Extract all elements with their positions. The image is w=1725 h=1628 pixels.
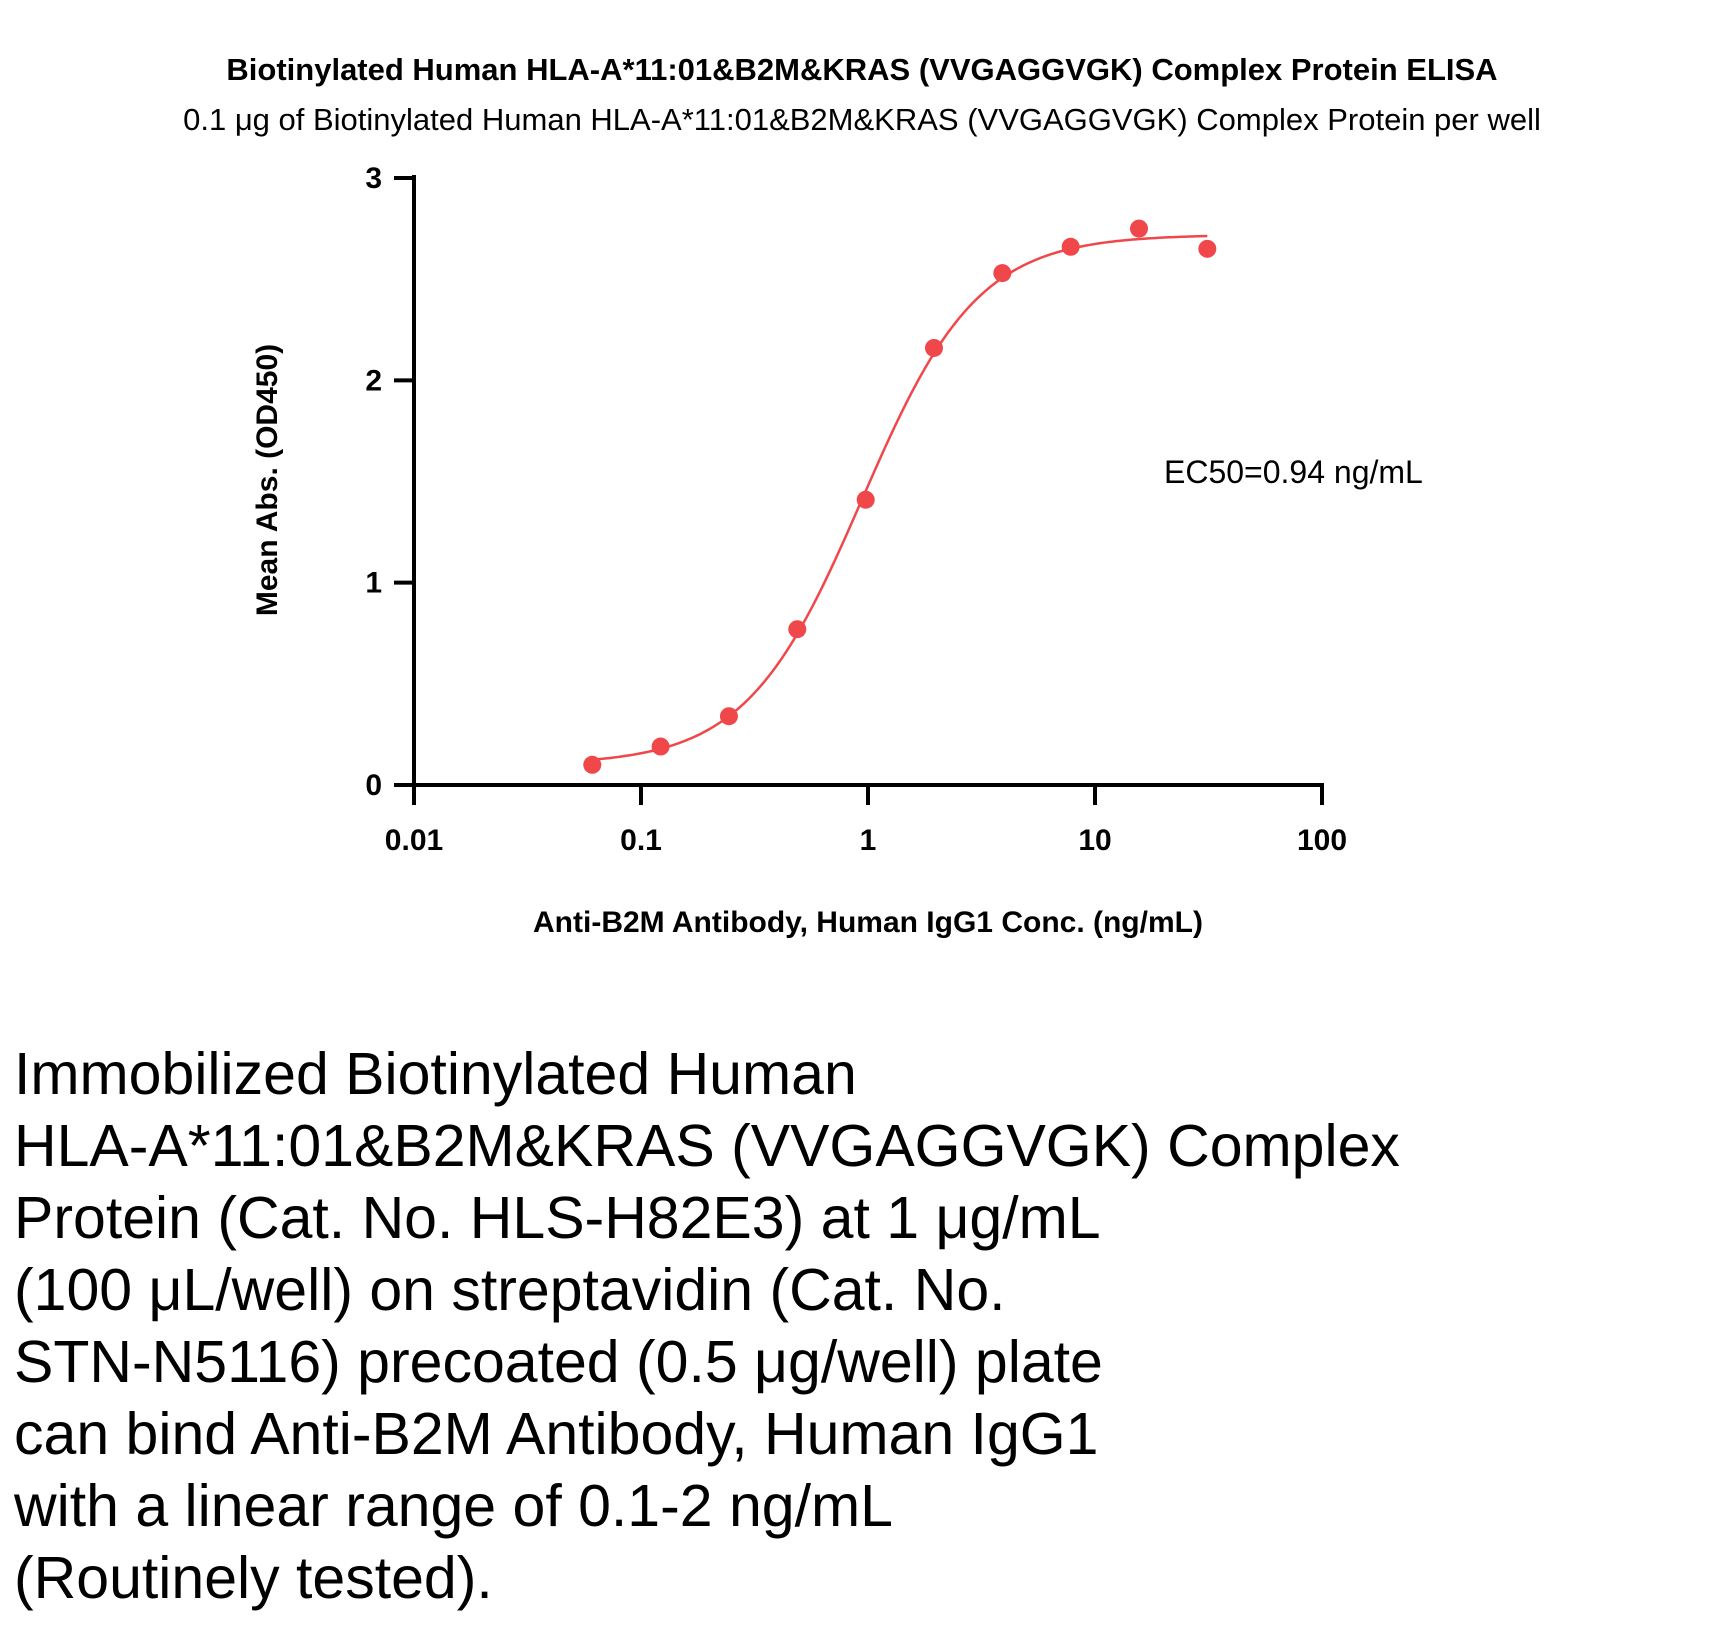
fit-curve — [592, 234, 1208, 761]
caption-line: with a linear range of 0.1-2 ng/mL — [14, 1473, 893, 1539]
chart-title: Biotinylated Human HLA-A*11:01&B2M&KRAS … — [226, 52, 1497, 87]
y-axis-title: Mean Abs. (OD450) — [251, 344, 284, 616]
data-points — [583, 219, 1217, 774]
y-tick-label: 3 — [365, 162, 382, 195]
x-axis-title: Anti-B2M Antibody, Human IgG1 Conc. (ng/… — [533, 906, 1203, 939]
caption-line: HLA-A*11:01&B2M&KRAS (VVGAGGVGK) Complex — [14, 1113, 1400, 1179]
y-tick-label: 1 — [365, 567, 382, 600]
data-point — [924, 338, 943, 357]
caption-line: (100 μL/well) on streptavidin (Cat. No. — [14, 1257, 1006, 1323]
caption-line: can bind Anti-B2M Antibody, Human IgG1 — [14, 1401, 1099, 1467]
elisa-chart: Biotinylated Human HLA-A*11:01&B2M&KRAS … — [183, 52, 1541, 939]
chart-subtitle: 0.1 μg of Biotinylated Human HLA-A*11:01… — [183, 102, 1541, 137]
data-point — [583, 755, 602, 774]
data-point — [1129, 219, 1148, 238]
x-tick-label: 1 — [860, 824, 877, 857]
data-point — [788, 620, 807, 639]
data-point — [651, 737, 670, 756]
ec50-annotation: EC50=0.94 ng/mL — [1164, 454, 1423, 490]
caption-line: Immobilized Biotinylated Human — [14, 1041, 857, 1107]
x-tick-label: 0.01 — [385, 824, 443, 857]
data-point — [1198, 239, 1217, 258]
x-tick-label: 100 — [1297, 824, 1347, 857]
data-point — [856, 490, 875, 509]
x-tick-label: 10 — [1078, 824, 1111, 857]
axis-ticks: 0.01 0.1 1 10 100 0 1 2 3 — [365, 162, 1347, 857]
caption-line: (Routinely tested). — [14, 1545, 493, 1611]
y-tick-label: 0 — [365, 769, 382, 802]
caption-line: STN-N5116) precoated (0.5 μg/well) plate — [14, 1329, 1103, 1395]
x-tick-label: 0.1 — [620, 824, 662, 857]
data-point — [993, 264, 1012, 283]
caption-text: Immobilized Biotinylated Human HLA-A*11:0… — [14, 1038, 1400, 1614]
y-tick-label: 2 — [365, 364, 382, 397]
data-point — [1061, 237, 1080, 256]
caption-line: Protein (Cat. No. HLS-H82E3) at 1 μg/mL — [14, 1185, 1101, 1251]
data-point — [719, 707, 738, 726]
